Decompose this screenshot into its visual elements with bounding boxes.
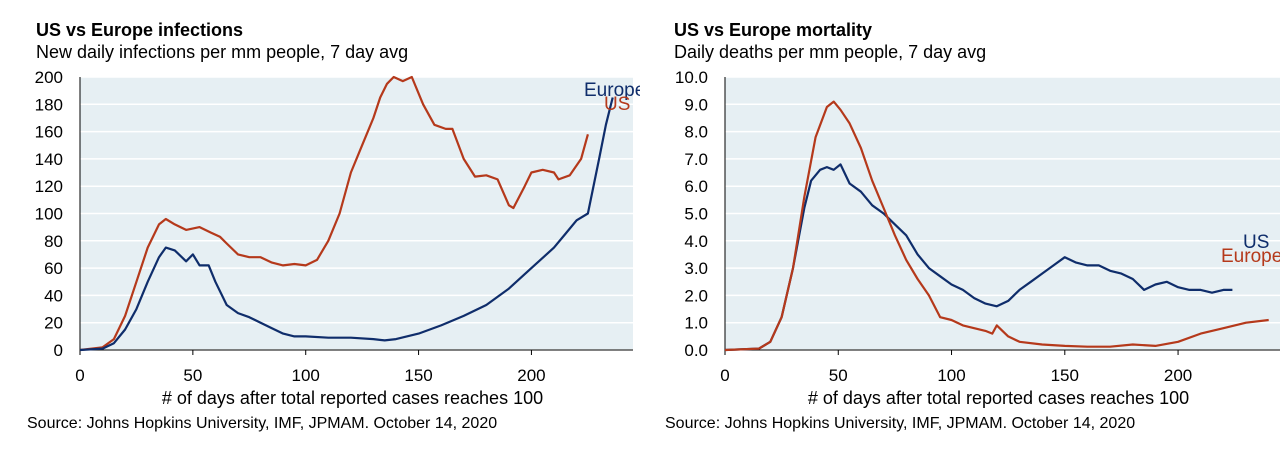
x-tick-label: 100 (937, 366, 965, 385)
y-tick-label: 6.0 (684, 177, 708, 196)
y-tick-label: 0.0 (684, 341, 708, 360)
y-tick-label: 40 (44, 286, 63, 305)
series-line-europe (725, 100, 1269, 352)
infections-chart: 0 20 40 60 80 100 120 140 160 180 200 0 50 100 150 200 #… (35, 68, 640, 408)
x-tick-label: 50 (829, 366, 848, 385)
series-label-europe: Europe (584, 80, 640, 101)
mortality-chart: 0.0 1.0 2.0 3.0 4.0 5.0 6.0 7.0 8.0 9.0 10.0 0 50 100… (675, 68, 1280, 408)
y-tick-label: 1.0 (684, 314, 708, 333)
series-line-europe (80, 97, 614, 352)
y-tick-label: 2.0 (684, 286, 708, 305)
x-tick-label: 50 (183, 366, 202, 385)
x-axis-label: # of days after total reported cases rea… (162, 388, 543, 408)
y-tick-label: 5.0 (684, 205, 708, 224)
y-tick-label: 180 (35, 95, 63, 114)
y-tick-label: 60 (44, 259, 63, 278)
chart-source: Source: Johns Hopkins University, IMF, J… (665, 415, 1136, 432)
series-label-us: US (604, 94, 630, 115)
y-tick-label: 7.0 (684, 150, 708, 169)
series-label-us: US (1243, 232, 1269, 253)
series-line-us (80, 75, 589, 352)
y-tick-label: 3.0 (684, 259, 708, 278)
chart-title: US vs Europe infections (36, 20, 244, 40)
x-tick-label: 150 (1051, 366, 1079, 385)
series-line-us (725, 163, 1233, 352)
x-tick-label: 200 (1164, 366, 1192, 385)
chart-subtitle: New daily infections per mm people, 7 da… (36, 42, 409, 62)
mortality-chart-panel: US vs Europe mortality Daily deaths per … (640, 0, 1280, 470)
x-tick-label: 150 (404, 366, 432, 385)
y-tick-label: 8.0 (684, 123, 708, 142)
y-tick-label: 160 (35, 123, 63, 142)
series-label-europe: Europe (1221, 246, 1280, 267)
chart-subtitle: Daily deaths per mm people, 7 day avg (674, 42, 987, 62)
y-tick-label: 9.0 (684, 95, 708, 114)
chart-title: US vs Europe mortality (674, 20, 873, 40)
y-tick-label: 10.0 (675, 68, 708, 87)
y-tick-label: 200 (35, 68, 63, 87)
y-tick-label: 120 (35, 177, 63, 196)
x-tick-label: 0 (720, 366, 729, 385)
x-axis-label: # of days after total reported cases rea… (808, 388, 1189, 408)
y-tick-label: 140 (35, 150, 63, 169)
y-tick-label: 4.0 (684, 232, 708, 251)
y-tick-label: 0 (54, 341, 63, 360)
y-tick-label: 80 (44, 232, 63, 251)
x-tick-label: 100 (292, 366, 320, 385)
infections-chart-panel: US vs Europe infections New daily infect… (27, 20, 640, 432)
y-tick-label: 100 (35, 205, 63, 224)
chart-source: Source: Johns Hopkins University, IMF, J… (27, 415, 498, 432)
y-tick-label: 20 (44, 314, 63, 333)
x-tick-label: 200 (517, 366, 545, 385)
x-tick-label: 0 (75, 366, 84, 385)
